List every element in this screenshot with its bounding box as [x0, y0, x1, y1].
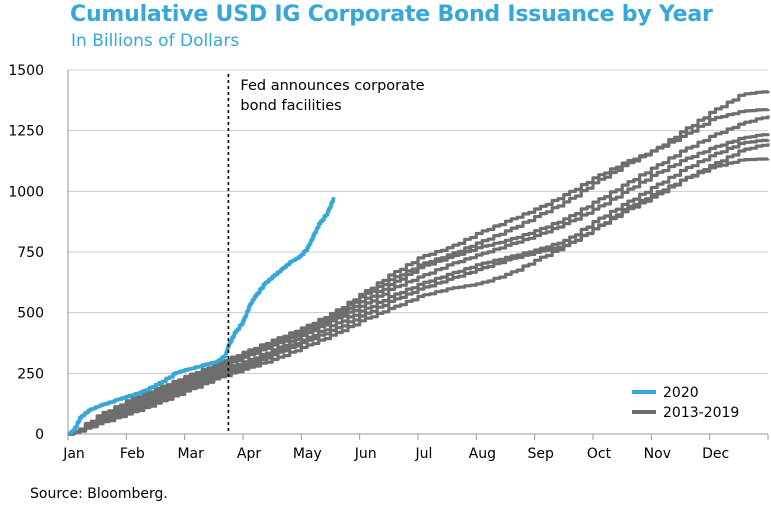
legend-label-2020: 2020 — [663, 385, 699, 401]
x-tick-label-feb: Feb — [120, 446, 145, 462]
y-tick-label-750: 750 — [17, 245, 44, 261]
history-series-line-4 — [68, 133, 770, 436]
annotation-text-line2: bond facilities — [240, 98, 341, 114]
y-tick-label-1500: 1500 — [8, 63, 44, 79]
annotation-text-line1: Fed announces corporate — [240, 78, 424, 94]
chart-subtitle: In Billions of Dollars — [71, 31, 240, 51]
x-tick-label-may: May — [293, 446, 322, 462]
fed-annotation: Fed announces corporate bond facilities — [227, 74, 425, 434]
y-tick-label-250: 250 — [17, 366, 44, 382]
x-tick-label-sep: Sep — [527, 446, 554, 462]
x-tick-label-nov: Nov — [644, 446, 671, 462]
history-series-line-3 — [68, 115, 770, 436]
y-tick-label-500: 500 — [17, 306, 44, 322]
x-tick-label-jul: Jul — [415, 446, 433, 462]
y-tick-label-0: 0 — [35, 427, 44, 443]
x-tick-label-aug: Aug — [469, 446, 496, 462]
x-tick-label-apr: Apr — [237, 446, 261, 462]
axes: 0 250 500 750 1000 1250 1500 Jan Feb Mar Apr May Jun… — [8, 63, 769, 462]
y-tick-label-1250: 1250 — [8, 124, 44, 140]
history-series-line-7 — [68, 157, 770, 436]
grid-lines — [68, 69, 768, 374]
x-tick-label-jan: Jan — [62, 446, 85, 462]
x-tick-label-dec: Dec — [702, 446, 729, 462]
history-series-line-5 — [68, 138, 770, 436]
history-series-group — [68, 90, 770, 436]
x-tick-label-mar: Mar — [177, 446, 204, 462]
highlight-series-line-2020 — [67, 197, 336, 436]
highlight-series-group — [67, 197, 336, 436]
x-tick-label-oct: Oct — [587, 446, 612, 462]
legend: 2020 2013-2019 — [632, 385, 739, 421]
y-tick-label-1000: 1000 — [8, 184, 44, 200]
legend-label-2013-2019: 2013-2019 — [663, 405, 739, 421]
chart-source: Source: Bloomberg. — [30, 486, 168, 502]
history-series-line-2 — [68, 108, 770, 436]
x-tick-label-jun: Jun — [354, 446, 377, 462]
chart-title: Cumulative USD IG Corporate Bond Issuanc… — [70, 2, 713, 27]
